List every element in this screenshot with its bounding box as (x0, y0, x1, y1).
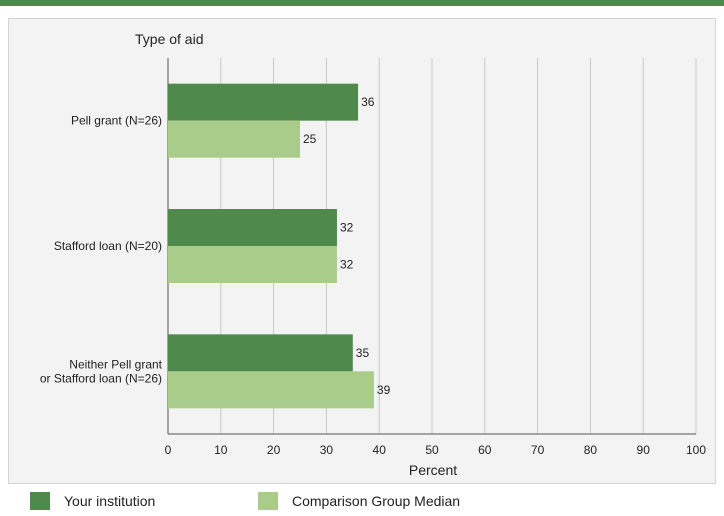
bar-chart: Type of aid 36 25 Pell grant (N=26) 32 32 Sta… (40, 31, 707, 478)
data-label: 32 (340, 258, 354, 272)
x-tick-label: 30 (320, 443, 334, 457)
legend-label-comparison: Comparison Group Median (292, 493, 461, 509)
y-axis-title: Type of aid (135, 31, 204, 47)
x-tick-label: 40 (373, 443, 387, 457)
category-label: Pell grant (N=26) (71, 114, 162, 128)
x-axis-title: Percent (409, 462, 457, 478)
x-tick-label: 20 (267, 443, 281, 457)
x-tick-label: 60 (478, 443, 492, 457)
x-tick-label: 100 (686, 443, 706, 457)
x-tick-label: 0 (165, 443, 172, 457)
legend-item-comparison: Comparison Group Median (258, 492, 460, 510)
category-label: Neither Pell grant (69, 357, 162, 371)
data-label: 25 (303, 132, 317, 146)
legend-label-your-institution: Your institution (64, 493, 156, 509)
data-label: 32 (340, 221, 354, 235)
data-label: 35 (356, 346, 370, 360)
bar (168, 120, 300, 158)
header-accent-bar (0, 0, 724, 6)
x-tick-label: 80 (584, 443, 598, 457)
legend-item-your-institution: Your institution (30, 492, 155, 510)
legend-swatch-comparison (258, 492, 278, 510)
x-tick-label: 70 (531, 443, 545, 457)
legend-swatch-your-institution (30, 492, 50, 510)
bar (168, 209, 337, 246)
bar (168, 83, 359, 121)
data-label: 39 (377, 383, 391, 397)
x-tick-label: 90 (637, 443, 651, 457)
bar (168, 334, 353, 372)
chart-panel: Type of aid 36 25 Pell grant (N=26) 32 32 Sta… (8, 18, 716, 484)
bar (168, 371, 374, 409)
bar (168, 246, 337, 283)
data-label: 36 (361, 95, 375, 109)
category-label: or Stafford loan (N=26) (40, 371, 162, 385)
x-tick-label: 10 (214, 443, 228, 457)
category-label: Stafford loan (N=20) (54, 239, 162, 253)
legend: Your institution Comparison Group Median (0, 488, 724, 516)
x-tick-label: 50 (425, 443, 439, 457)
